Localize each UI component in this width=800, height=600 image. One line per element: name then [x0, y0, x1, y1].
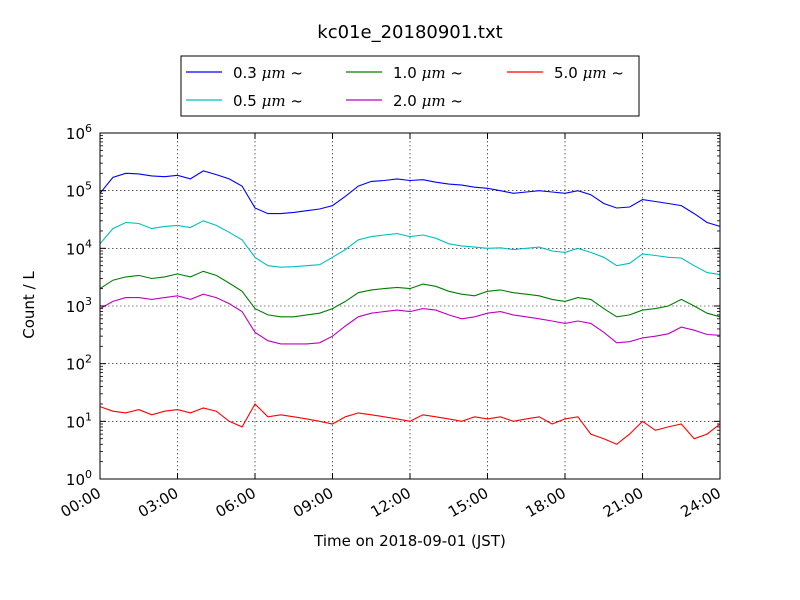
legend: 0.3 μm ~ 1.0 μm ~ 5.0 μm ~ 0.5 μm ~ 2.0 μm ~: [180, 55, 640, 117]
legend-label-4: 2.0 μm ~: [393, 92, 463, 110]
legend-box: [180, 55, 640, 117]
series-line-0: [99, 170, 721, 227]
x-axis-label: Time on 2018-09-01 (JST): [313, 532, 506, 550]
y-tick-label: 101: [66, 410, 92, 431]
x-tick-label: 18:00: [523, 484, 569, 521]
legend-label-0: 0.3 μm ~: [233, 64, 303, 82]
y-axis-label: Count / L: [20, 271, 38, 339]
series-line-3: [99, 293, 721, 345]
x-tick-label: 06:00: [213, 484, 259, 521]
y-tick-label: 104: [66, 237, 92, 258]
x-tick-label: 03:00: [135, 484, 181, 521]
x-tick-label: 12:00: [368, 484, 414, 521]
x-tick-label: 21:00: [600, 484, 646, 521]
x-tick-label: 09:00: [290, 484, 336, 521]
legend-label-3: 0.5 μm ~: [233, 92, 303, 110]
y-tick-label: 100: [66, 468, 92, 489]
y-tick-label: 106: [66, 122, 92, 143]
x-tick-label: 15:00: [445, 484, 491, 521]
x-tick-label: 24:00: [678, 484, 724, 521]
legend-label-1: 1.0 μm ~: [393, 64, 463, 82]
y-tick-label: 105: [66, 180, 92, 201]
series-line-2: [99, 270, 721, 318]
plot-area: 100 101 102 103 104 105 106 00:00 03:00 06:00 09:0…: [58, 122, 724, 521]
series-line-1: [99, 220, 721, 276]
y-tick-label: 102: [66, 353, 92, 374]
series-line-4: [99, 403, 721, 445]
chart-title: kc01e_20180901.txt: [317, 22, 502, 43]
legend-label-2: 5.0 μm ~: [554, 64, 624, 82]
y-tick-label: 103: [66, 295, 92, 316]
x-tick-label: 00:00: [58, 484, 104, 521]
